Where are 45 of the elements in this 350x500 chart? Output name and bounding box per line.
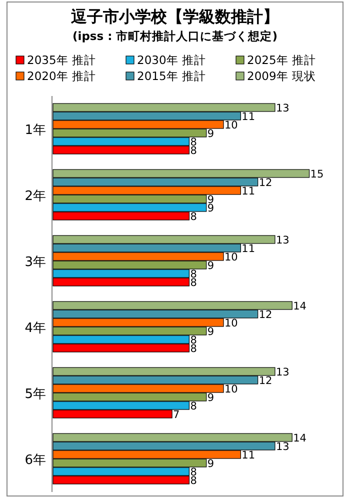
y-tick-label: 6年 xyxy=(24,453,46,468)
data-label: 10 xyxy=(224,120,238,132)
data-label: 11 xyxy=(242,111,256,123)
y-tick-label: 5年 xyxy=(24,387,46,402)
data-label: 9 xyxy=(207,326,214,338)
data-label: 11 xyxy=(242,450,256,462)
y-tick-label: 4年 xyxy=(24,321,46,336)
data-label: 12 xyxy=(258,375,272,387)
data-label: 8 xyxy=(190,475,197,487)
data-label: 10 xyxy=(224,318,238,330)
data-label: 14 xyxy=(293,300,307,312)
data-label: 8 xyxy=(190,277,197,289)
y-tick-label: 2年 xyxy=(24,189,46,204)
legend-label: 2035年 推計 xyxy=(27,53,96,67)
legend-label: 2030年 推計 xyxy=(137,53,206,67)
data-label: 13 xyxy=(276,366,290,378)
data-label: 9 xyxy=(207,260,214,272)
legend-label: 2009年 現状 xyxy=(247,69,316,83)
data-label: 9 xyxy=(207,202,214,214)
data-label: 12 xyxy=(258,309,272,321)
data-label: 13 xyxy=(276,102,290,114)
data-label: 15 xyxy=(310,168,324,180)
data-label: 11 xyxy=(242,243,256,255)
data-label: 13 xyxy=(276,234,290,246)
legend-label: 2015年 推計 xyxy=(137,69,206,83)
data-label: 9 xyxy=(207,128,214,140)
data-label: 8 xyxy=(190,211,197,223)
data-label: 10 xyxy=(224,384,238,396)
y-tick-label: 3年 xyxy=(24,255,46,270)
data-label: 8 xyxy=(190,400,197,412)
data-label: 13 xyxy=(276,441,290,453)
data-label: 14 xyxy=(293,432,307,444)
data-label: 8 xyxy=(190,145,197,157)
data-label: 9 xyxy=(207,392,214,404)
data-label: 7 xyxy=(173,409,180,421)
data-label: 8 xyxy=(190,343,197,355)
chart-title: 逗子市小学校【学級数推計】 xyxy=(70,7,279,26)
y-tick-label: 1年 xyxy=(24,123,46,138)
legend-label: 2025年 推計 xyxy=(247,53,316,67)
legend-label: 2020年 推計 xyxy=(27,69,96,83)
data-label: 11 xyxy=(242,186,256,198)
data-label: 12 xyxy=(258,177,272,189)
data-label: 10 xyxy=(224,252,238,264)
chart-subtitle: (ipss : 市町村推計人口に基づく想定) xyxy=(72,29,278,43)
data-label: 9 xyxy=(207,458,214,470)
